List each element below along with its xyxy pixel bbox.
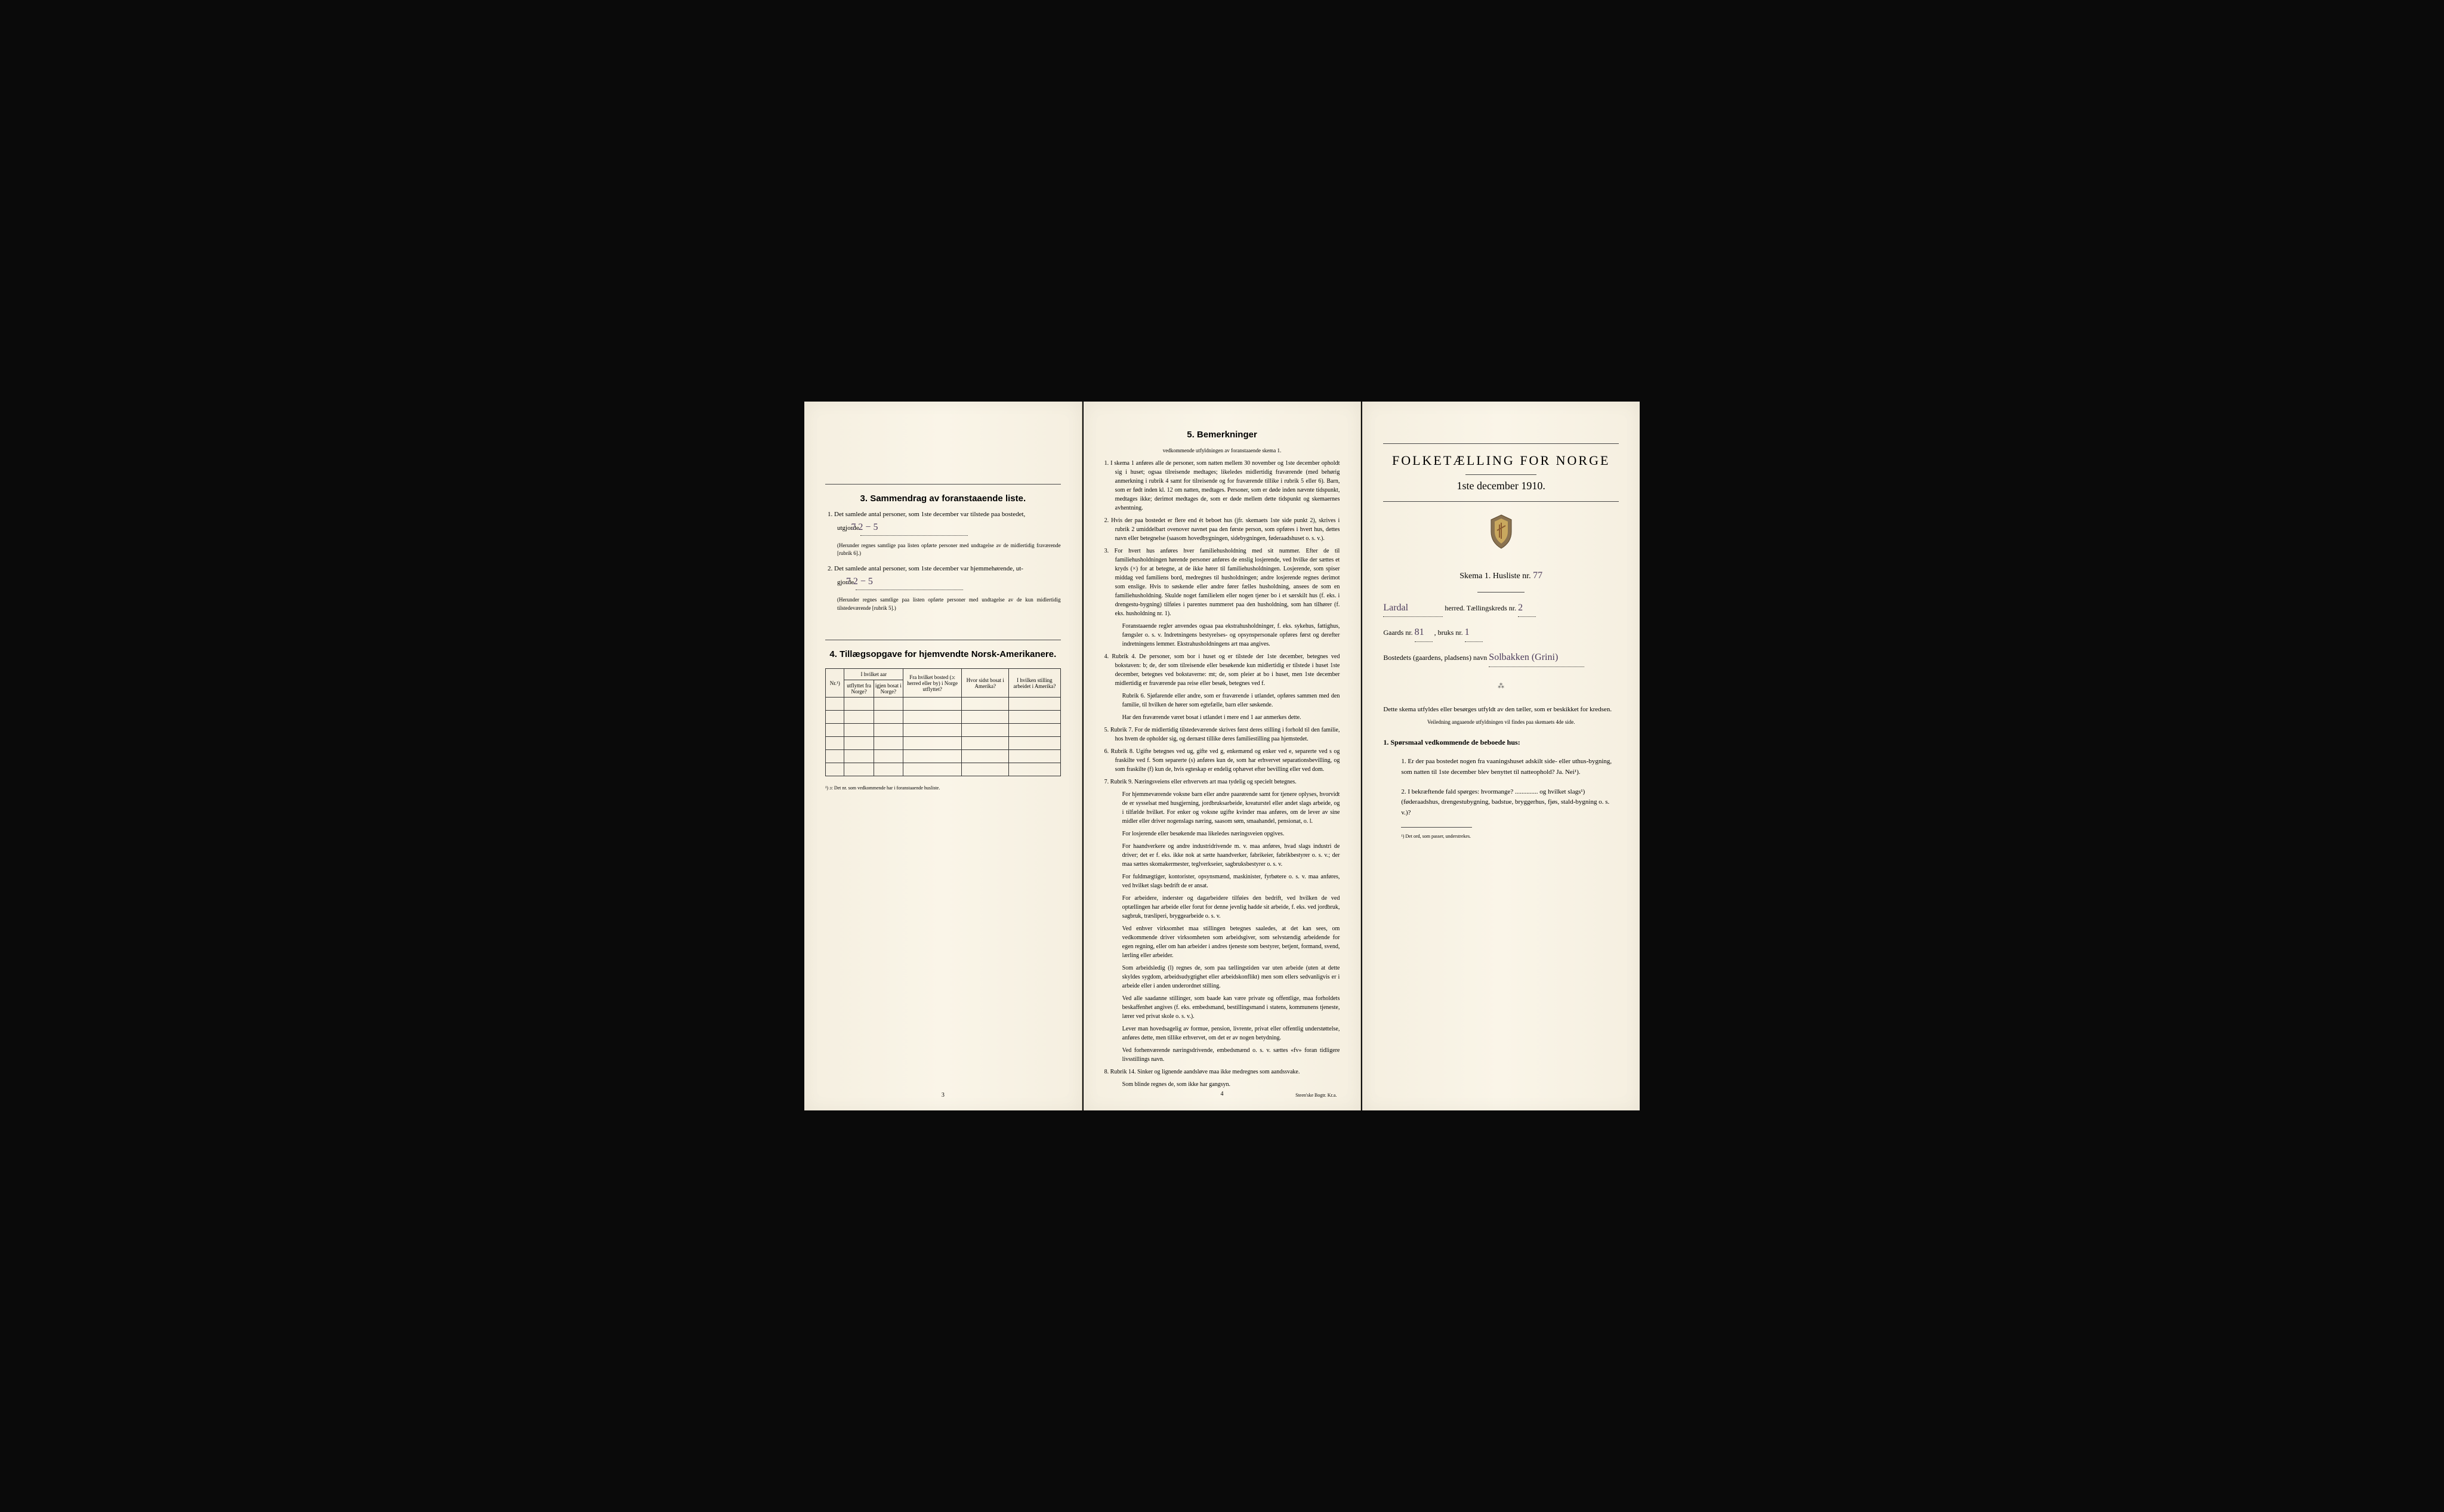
table-container: Nr.¹) I hvilket aar Fra hvilket bosted (… [825,668,1061,776]
divider-4 [1477,592,1525,593]
bosted-value: Solbakken (Grini) [1489,649,1584,667]
remark-item: 3. For hvert hus anføres hver familiehus… [1104,547,1340,618]
skema-line: Skema 1. Husliste nr. 77 [1383,567,1619,585]
section-4-title: 4. Tillægsopgave for hjemvendte Norsk-Am… [825,649,1061,659]
table-row [826,711,1061,724]
remark-item: Som blinde regnes de, som ikke har gangs… [1104,1080,1340,1089]
remark-item: For haandverkere og andre industridriven… [1104,842,1340,869]
page-left: 3. Sammendrag av foranstaaende liste. 1.… [804,402,1082,1111]
th-bosted: Fra hvilket bosted (ɔ: herred eller by) … [903,669,961,698]
remark-item: For losjerende eller besøkende maa likel… [1104,829,1340,838]
divider-footnote [1401,827,1471,828]
remark-item: 6. Rubrik 8. Ugifte betegnes ved ug, gif… [1104,747,1340,774]
printer-note: Steen'ske Bogtr. Kr.a. [1295,1092,1337,1098]
item-2-text: 2. Det samlede antal personer, som 1ste … [828,565,1023,572]
item-1-note: (Herunder regnes samtlige paa listen opf… [825,542,1061,558]
bruks-label: , bruks nr. [1434,628,1463,637]
subtitle: 1ste december 1910. [1383,480,1619,492]
question-1: 1. Er der paa bostedet nogen fra vaaning… [1401,757,1619,777]
herred-line: Lardal herred. Tællingskreds nr. 2 [1383,600,1619,618]
instruction-note: Veiledning angaaende utfyldningen vil fi… [1383,719,1619,725]
footnote-1: ¹) ɔ: Det nr. som vedkommende har i fora… [825,785,1061,791]
divider-3 [1383,501,1619,502]
gaards-value: 81 [1415,624,1433,642]
remark-item: 5. Rubrik 7. For de midlertidig tilstede… [1104,726,1340,743]
remark-item: 4. Rubrik 4. De personer, som bor i huse… [1104,652,1340,688]
item-2: 2. Det samlede antal personer, som 1ste … [825,564,1061,590]
instruction-text: Dette skema utfyldes eller besørges utfy… [1383,705,1619,715]
question-2: 2. I bekræftende fald spørges: hvormange… [1401,787,1619,819]
skema-label: Skema 1. Husliste nr. [1459,572,1530,581]
gaards-label: Gaards nr. [1383,628,1412,637]
remark-item: Rubrik 6. Sjøfarende eller andre, som er… [1104,692,1340,709]
emigrant-table: Nr.¹) I hvilket aar Fra hvilket bosted (… [825,668,1061,776]
q2-text: 2. I bekræftende fald spørges: hvormange… [1401,788,1609,816]
table-row [826,724,1061,737]
remark-item: Ved alle saadanne stillinger, som baade … [1104,994,1340,1021]
divider-top [1383,443,1619,444]
th-sub-2: igjen bosat i Norge? [874,680,903,698]
th-sub-1: utflyttet fra Norge? [844,680,874,698]
table-body [826,698,1061,776]
herred-value: Lardal [1383,603,1408,613]
table-row [826,698,1061,711]
section-5-title: 5. Bemerkninger [1104,428,1340,441]
remark-item: Som arbeidsledig (l) regnes de, som paa … [1104,964,1340,990]
table-row [826,750,1061,763]
item-2-value: 7 2 − 5 [856,574,963,590]
main-title: FOLKETÆLLING FOR NORGE [1383,453,1619,468]
item-1: 1. Det samlede antal personer, som 1ste … [825,510,1061,536]
bosted-line: Bostedets (gaardens, pladsens) navn Solb… [1383,649,1619,667]
herred-label: herred. Tællingskreds nr. [1445,604,1516,612]
crest-icon [1383,514,1619,553]
remark-item: For hjemmeværende voksne barn eller andr… [1104,790,1340,826]
th-year: I hvilket aar [844,669,903,680]
divider-short [1465,474,1536,475]
remark-item: 7. Rubrik 9. Næringsveiens eller erhverv… [1104,777,1340,786]
form-section: Skema 1. Husliste nr. 77 Lardal herred. … [1383,567,1619,667]
page-right: FOLKETÆLLING FOR NORGE 1ste december 191… [1362,402,1640,1111]
bosted-label: Bostedets (gaardens, pladsens) navn [1383,653,1487,662]
item-1-value: 7 2 − 5 [860,520,968,536]
remark-item: 1. I skema 1 anføres alle de personer, s… [1104,459,1340,513]
remark-item: Foranstaaende regler anvendes ogsaa paa … [1104,622,1340,649]
table-row [826,737,1061,750]
section-1-title: 1. Spørsmaal vedkommende de beboede hus: [1383,737,1619,748]
section-5-subtitle: vedkommende utfyldningen av foranstaaend… [1104,447,1340,455]
q1-text: 1. Er der paa bostedet nogen fra vaaning… [1401,758,1612,776]
th-amerika: Hvor sidst bosat i Amerika? [962,669,1009,698]
remark-item: Ved enhver virksomhet maa stillingen bet… [1104,924,1340,960]
page-number-4: 4 [1221,1090,1224,1098]
section-3-title: 3. Sammendrag av foranstaaende liste. [825,493,1061,504]
document-container: 3. Sammendrag av foranstaaende liste. 1.… [804,402,1640,1111]
th-nr: Nr.¹) [826,669,844,698]
remark-item: Har den fraværende været bosat i utlande… [1104,713,1340,722]
remark-item: Ved forhenværende næringsdrivende, embed… [1104,1046,1340,1064]
bruks-value: 1 [1465,624,1483,642]
remark-item: For fuldmægtiger, kontorister, opsynsmæn… [1104,872,1340,890]
page-number-3: 3 [942,1092,945,1098]
gaards-line: Gaards nr. 81 , bruks nr. 1 [1383,624,1619,642]
remark-item: For arbeidere, inderster og dagarbeidere… [1104,894,1340,921]
th-stilling: I hvilken stilling arbeidet i Amerika? [1009,669,1061,698]
divider [825,484,1061,485]
ornament: ⁂ [1383,682,1619,690]
page-middle: 5. Bemerkninger vedkommende utfyldningen… [1084,402,1362,1111]
remark-item: Lever man hovedsagelig av formue, pensio… [1104,1025,1340,1042]
remark-item: 8. Rubrik 14. Sinker og lignende aandslø… [1104,1067,1340,1076]
kreds-value: 2 [1518,600,1536,618]
skema-value: 77 [1533,570,1542,581]
footnote-right: ¹) Det ord, som passer, understrekes. [1383,834,1619,839]
item-1-text: 1. Det samlede antal personer, som 1ste … [828,511,1025,518]
remark-item: 2. Hvis der paa bostedet er flere end ét… [1104,516,1340,543]
item-2-note: (Herunder regnes samtlige paa listen opf… [825,596,1061,612]
table-row [826,763,1061,776]
remarks-list: 1. I skema 1 anføres alle de personer, s… [1104,459,1340,1089]
